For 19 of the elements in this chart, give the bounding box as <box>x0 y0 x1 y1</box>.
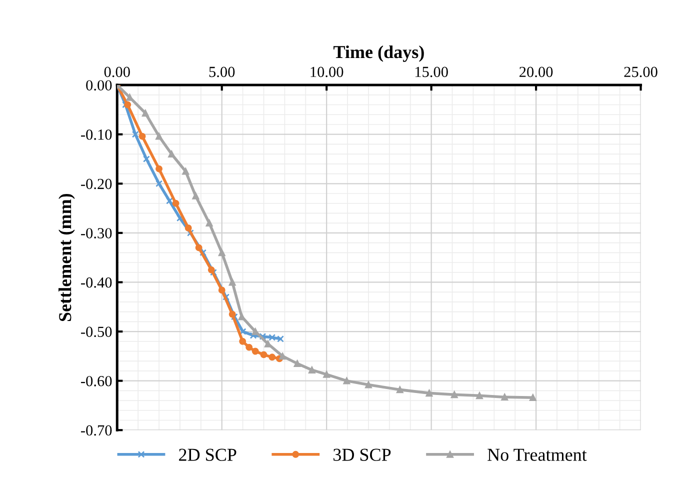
x-tick-label: 25.00 <box>624 66 658 78</box>
x-tick-label: 0.00 <box>104 66 130 78</box>
y-tick-label: -0.10 <box>81 129 112 140</box>
y-tick-label: -0.50 <box>81 326 112 338</box>
x-tick-label: 10.00 <box>310 66 344 78</box>
y-tick-label: -0.70 <box>81 425 112 436</box>
y-axis-title: Settlement (mm) <box>58 194 75 322</box>
y-tick-label: -0.20 <box>81 178 112 190</box>
y-tick-label: -0.60 <box>81 376 112 386</box>
x-axis-title: Time (days) <box>334 45 424 62</box>
x-tick-label: 20.00 <box>520 66 553 78</box>
x-tick-label: 15.00 <box>415 66 448 78</box>
y-tick-label: -0.40 <box>81 277 112 288</box>
legend-label: 2D SCP <box>179 448 236 461</box>
legend-label: 3D SCP <box>334 448 391 461</box>
y-tick-label: -0.30 <box>81 228 112 238</box>
legend-label: No Treatment <box>488 448 587 461</box>
y-tick-label: 0.00 <box>86 80 112 91</box>
x-tick-label: 5.00 <box>209 66 235 78</box>
